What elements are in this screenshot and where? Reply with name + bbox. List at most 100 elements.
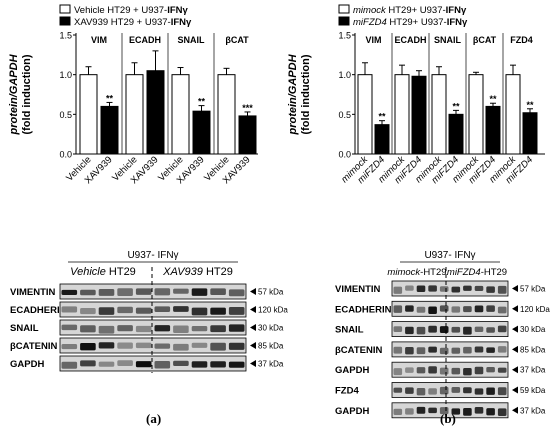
- blot-b-band-0-6: [463, 285, 472, 291]
- blot-b-band-3-2: [416, 347, 426, 355]
- chart-b-legend-part-0-1: HT29+ U937-: [386, 5, 446, 16]
- blot-a-band-1-2: [98, 307, 115, 315]
- blot-b-band-0-9: [497, 285, 507, 294]
- blot-b-band-4-7: [474, 366, 484, 375]
- chart-b-group-label-3: βCAT: [473, 35, 497, 45]
- blot-a-band-3-0: [61, 343, 78, 350]
- chart-b-bar-4-0: [505, 74, 521, 155]
- blot-a-band-3-1: [80, 342, 96, 351]
- blot-b-band-5-4: [439, 386, 449, 395]
- blot-a-band-4-3: [117, 360, 133, 367]
- blot-a-band-3-5: [154, 343, 171, 349]
- blot-a-band-3-6: [173, 343, 189, 351]
- blot-b-protein-label-5: FZD4: [335, 386, 359, 397]
- blot-a-band-0-6: [173, 288, 189, 294]
- blot-a-band-1-4: [135, 307, 152, 314]
- blot-a-band-1-1: [80, 307, 96, 315]
- blot-b-group-left-rest: -HT29: [420, 267, 446, 278]
- blot-a-band-1-7: [191, 307, 208, 316]
- blot-b-kda-arrow-4: [512, 366, 518, 374]
- chart-a-legend-part-0-1: IFNγ: [167, 5, 188, 16]
- blot-a-band-3-7: [191, 342, 208, 348]
- blot-b-band-2-1: [405, 326, 414, 335]
- blot-a-band-0-7: [191, 288, 208, 296]
- blot-a-band-0-1: [80, 289, 96, 296]
- blot-a-kda-arrow-4: [250, 360, 256, 367]
- panel-label-a: (a): [146, 411, 162, 426]
- blot-b-band-3-0: [393, 346, 403, 354]
- blot-a-band-4-9: [228, 361, 245, 368]
- blot-b-protein-label-0: VIMENTIN: [335, 284, 381, 295]
- blot-a-band-1-6: [173, 306, 189, 312]
- chart-b-bar-1-0: [394, 74, 410, 155]
- blot-b-strip-0: [391, 280, 509, 297]
- blot-b-band-3-9: [497, 346, 507, 353]
- blot-a-kda-label-3: 85 kDa: [258, 342, 284, 351]
- chart-a-bar-3-0: [217, 74, 236, 155]
- chart-b-y-tick-label-2: 1.0: [338, 70, 351, 80]
- blot-b-protein-label-1: ECADHERIN: [335, 304, 392, 315]
- chart-a-legend-swatch-1: [59, 16, 71, 26]
- chart-b-y-tick-label-3: 1.5: [338, 31, 351, 41]
- blot-b-band-0-0: [393, 286, 403, 294]
- blot-a-band-4-0: [61, 361, 78, 369]
- blot-b-band-2-6: [463, 326, 472, 335]
- blot-b-protein-label-2: SNAIL: [335, 325, 364, 336]
- blot-a-band-2-4: [135, 325, 152, 333]
- blot-b-band-1-7: [474, 305, 484, 313]
- chart-a-legend-label-0: Vehicle HT29 + U937-IFNγ: [74, 5, 189, 16]
- blot-a-strip-2: [59, 319, 247, 336]
- chart-a-y-tick-label-3: 1.5: [59, 31, 72, 41]
- blot-b-protein-label-3: βCATENIN: [335, 345, 382, 356]
- blot-a-band-1-0: [61, 306, 78, 313]
- chart-a-bar-1-1: [146, 70, 165, 155]
- chart-b-y-tick-label-1: 0.5: [338, 110, 351, 120]
- chart-a-sig-3-1: ***: [242, 103, 253, 113]
- blot-a-group-right-italic: XAV939: [162, 266, 203, 278]
- blot-b-kda-label-6: 37 kDa: [520, 406, 546, 415]
- blot-a-band-2-8: [210, 325, 226, 333]
- blot-b-band-0-4: [439, 286, 449, 292]
- chart-a-group-label-1: ECADH: [129, 35, 161, 45]
- blot-b-band-6-3: [428, 407, 437, 414]
- blot-b-band-3-8: [486, 347, 495, 353]
- chart-a-bar-0-0: [79, 74, 98, 155]
- blot-a-band-0-8: [210, 288, 226, 296]
- blot-a-group-right: XAV939 HT29: [162, 266, 233, 278]
- blot-b-band-4-9: [497, 367, 507, 373]
- blot-a-protein-label-3: βCATENIN: [10, 341, 57, 352]
- blot-a-kda-arrow-1: [250, 306, 256, 313]
- blot-b-band-2-7: [474, 326, 484, 332]
- blot-b-strip-1: [391, 300, 509, 317]
- blot-a-group-left-rest: HT29: [106, 266, 136, 278]
- blot-a-band-2-6: [173, 325, 189, 334]
- blot-a-band-3-3: [117, 342, 133, 349]
- blot-a-protein-label-2: SNAIL: [10, 323, 39, 334]
- blot-b-band-1-0: [393, 305, 403, 313]
- chart-a-bar-1-0: [125, 74, 144, 155]
- chart-a-legend-part-1-1: IFNγ: [171, 17, 192, 28]
- blot-b-band-2-4: [439, 326, 449, 333]
- blot-b-band-2-8: [486, 327, 495, 333]
- chart-a-legend-swatch-0: [59, 4, 71, 14]
- chart-b-bar-3-0: [468, 74, 484, 155]
- blot-b-band-2-2: [416, 326, 426, 335]
- panel-label-b: (b): [440, 411, 456, 426]
- blot-b-band-2-5: [451, 326, 461, 333]
- blot-b-group-right-italic: miFZD4: [447, 267, 481, 278]
- blot-b-kda-label-0: 57 kDa: [520, 285, 546, 294]
- blot-b-band-6-6: [463, 408, 472, 416]
- blot-a-band-1-9: [228, 307, 245, 315]
- blot-b-band-3-7: [474, 346, 484, 353]
- chart-b-legend-part-0-0: mimock: [353, 5, 387, 16]
- chart-b-bar-0-1: [374, 124, 390, 155]
- chart-a-group-label-3: βCAT: [225, 35, 249, 45]
- blot-a-band-4-8: [210, 361, 226, 368]
- chart-b-sig-4-1: **: [526, 100, 534, 110]
- blot-b-band-4-8: [486, 366, 495, 373]
- blot-b-band-4-4: [439, 367, 449, 375]
- blot-a-protein-label-0: VIMENTIN: [10, 287, 56, 298]
- blot-b-band-1-6: [463, 306, 472, 313]
- blot-b-band-2-3: [428, 325, 437, 333]
- blot-b-band-3-4: [439, 347, 449, 355]
